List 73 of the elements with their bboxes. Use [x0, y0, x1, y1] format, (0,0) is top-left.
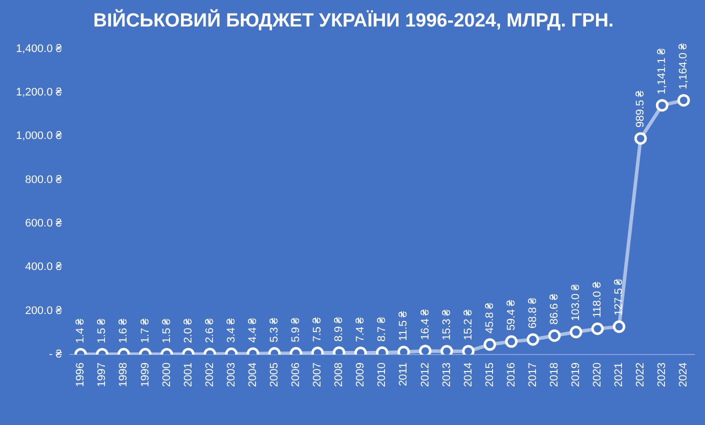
data-label: 86.6 ₴: [548, 293, 560, 325]
x-tick-label: 2010: [376, 362, 388, 388]
data-label: 1.5 ₴: [96, 318, 108, 344]
x-tick-label: 1999: [139, 362, 152, 388]
data-label: 1.6 ₴: [118, 318, 130, 344]
data-label: 59.4 ₴: [505, 299, 518, 331]
x-tick-label: 1996: [74, 362, 87, 388]
data-label: 16.4 ₴: [419, 308, 432, 340]
data-label: 7.4 ₴: [354, 316, 367, 342]
x-tick-label: 2023: [656, 362, 668, 388]
data-label: 15.2 ₴: [462, 308, 474, 340]
data-label: 118.0 ₴: [592, 280, 604, 318]
point: [462, 344, 475, 355]
x-tick-label: 2012: [419, 362, 432, 388]
x-tick-label: 2011: [398, 362, 410, 386]
point: [418, 344, 432, 355]
data-label: 1.5 ₴: [160, 318, 173, 344]
data-label: 1.7 ₴: [139, 318, 152, 344]
x-tick-label: 1997: [96, 362, 108, 388]
y-tick-label: 400.0 ₴: [25, 261, 63, 274]
data-label: 8.7 ₴: [376, 316, 388, 342]
x-tick-label: 2001: [182, 362, 194, 388]
point: [634, 132, 647, 145]
data-label: 45.8 ₴: [484, 302, 496, 334]
x-tick-label: 2007: [312, 362, 324, 388]
data-label: 11.5 ₴: [398, 310, 410, 342]
x-tick-label: 2008: [333, 362, 346, 388]
y-tick-label: - ₴: [49, 348, 63, 361]
data-label: 15.3 ₴: [440, 308, 453, 340]
data-label: 5.3 ₴: [268, 317, 281, 342]
x-tick-label: 2024: [678, 362, 690, 388]
data-label: 8.9 ₴: [333, 316, 346, 342]
x-tick-label: 2000: [160, 362, 173, 388]
data-label: 127.5 ₴: [613, 278, 626, 316]
x-tick-label: 2003: [225, 362, 238, 388]
x-tick-label: 2015: [484, 362, 496, 388]
x-tick-label: 2019: [570, 362, 582, 388]
data-label: 68.8 ₴: [526, 297, 539, 329]
x-tick-label: 2017: [526, 362, 539, 388]
data-label: 1,141.1 ₴: [656, 48, 668, 94]
y-tick-label: 1,000.0 ₴: [16, 130, 63, 142]
data-label: 3.4 ₴: [225, 317, 238, 343]
x-tick-label: 2005: [268, 362, 281, 388]
data-label: 2.0 ₴: [182, 318, 194, 344]
data-label: 103.0 ₴: [570, 283, 582, 322]
x-tick-label: 2004: [246, 362, 259, 388]
data-label: 5.9 ₴: [290, 316, 302, 342]
x-tick-label: 2002: [204, 362, 216, 388]
point: [440, 344, 454, 355]
x-tick-label: 2013: [440, 362, 453, 388]
point: [656, 99, 668, 112]
x-tick-label: 2009: [354, 362, 367, 388]
x-tick-label: 2016: [505, 362, 518, 388]
y-tick-label: 1,400.0 ₴: [16, 42, 63, 55]
data-label: 989.5 ₴: [634, 90, 647, 128]
x-tick-label: 2006: [290, 362, 302, 388]
x-tick-label: 1998: [118, 362, 130, 388]
x-tick-label: 2014: [462, 362, 474, 388]
chart-title: ВІЙСЬКОВИЙ БЮДЖЕТ УКРАЇНИ 1996-2024, МЛРД. ГРН.: [93, 8, 614, 32]
y-tick-label: 200.0 ₴: [25, 304, 63, 317]
x-tick-label: 2020: [592, 362, 604, 388]
data-label: 7.5 ₴: [312, 316, 324, 342]
data-label: 1,164.0 ₴: [678, 42, 690, 90]
y-tick-label: 600.0 ₴: [25, 218, 63, 230]
point: [677, 94, 690, 107]
y-tick-label: 1,200.0 ₴: [16, 86, 63, 99]
x-tick-label: 2022: [634, 362, 647, 388]
data-label: 2.6 ₴: [204, 318, 216, 343]
x-tick-label: 2018: [548, 362, 560, 388]
y-tick-label: 800.0 ₴: [25, 174, 63, 186]
x-tick-label: 2021: [613, 362, 626, 388]
data-label: 4.4 ₴: [246, 317, 259, 343]
data-label: 1.4 ₴: [74, 318, 87, 344]
